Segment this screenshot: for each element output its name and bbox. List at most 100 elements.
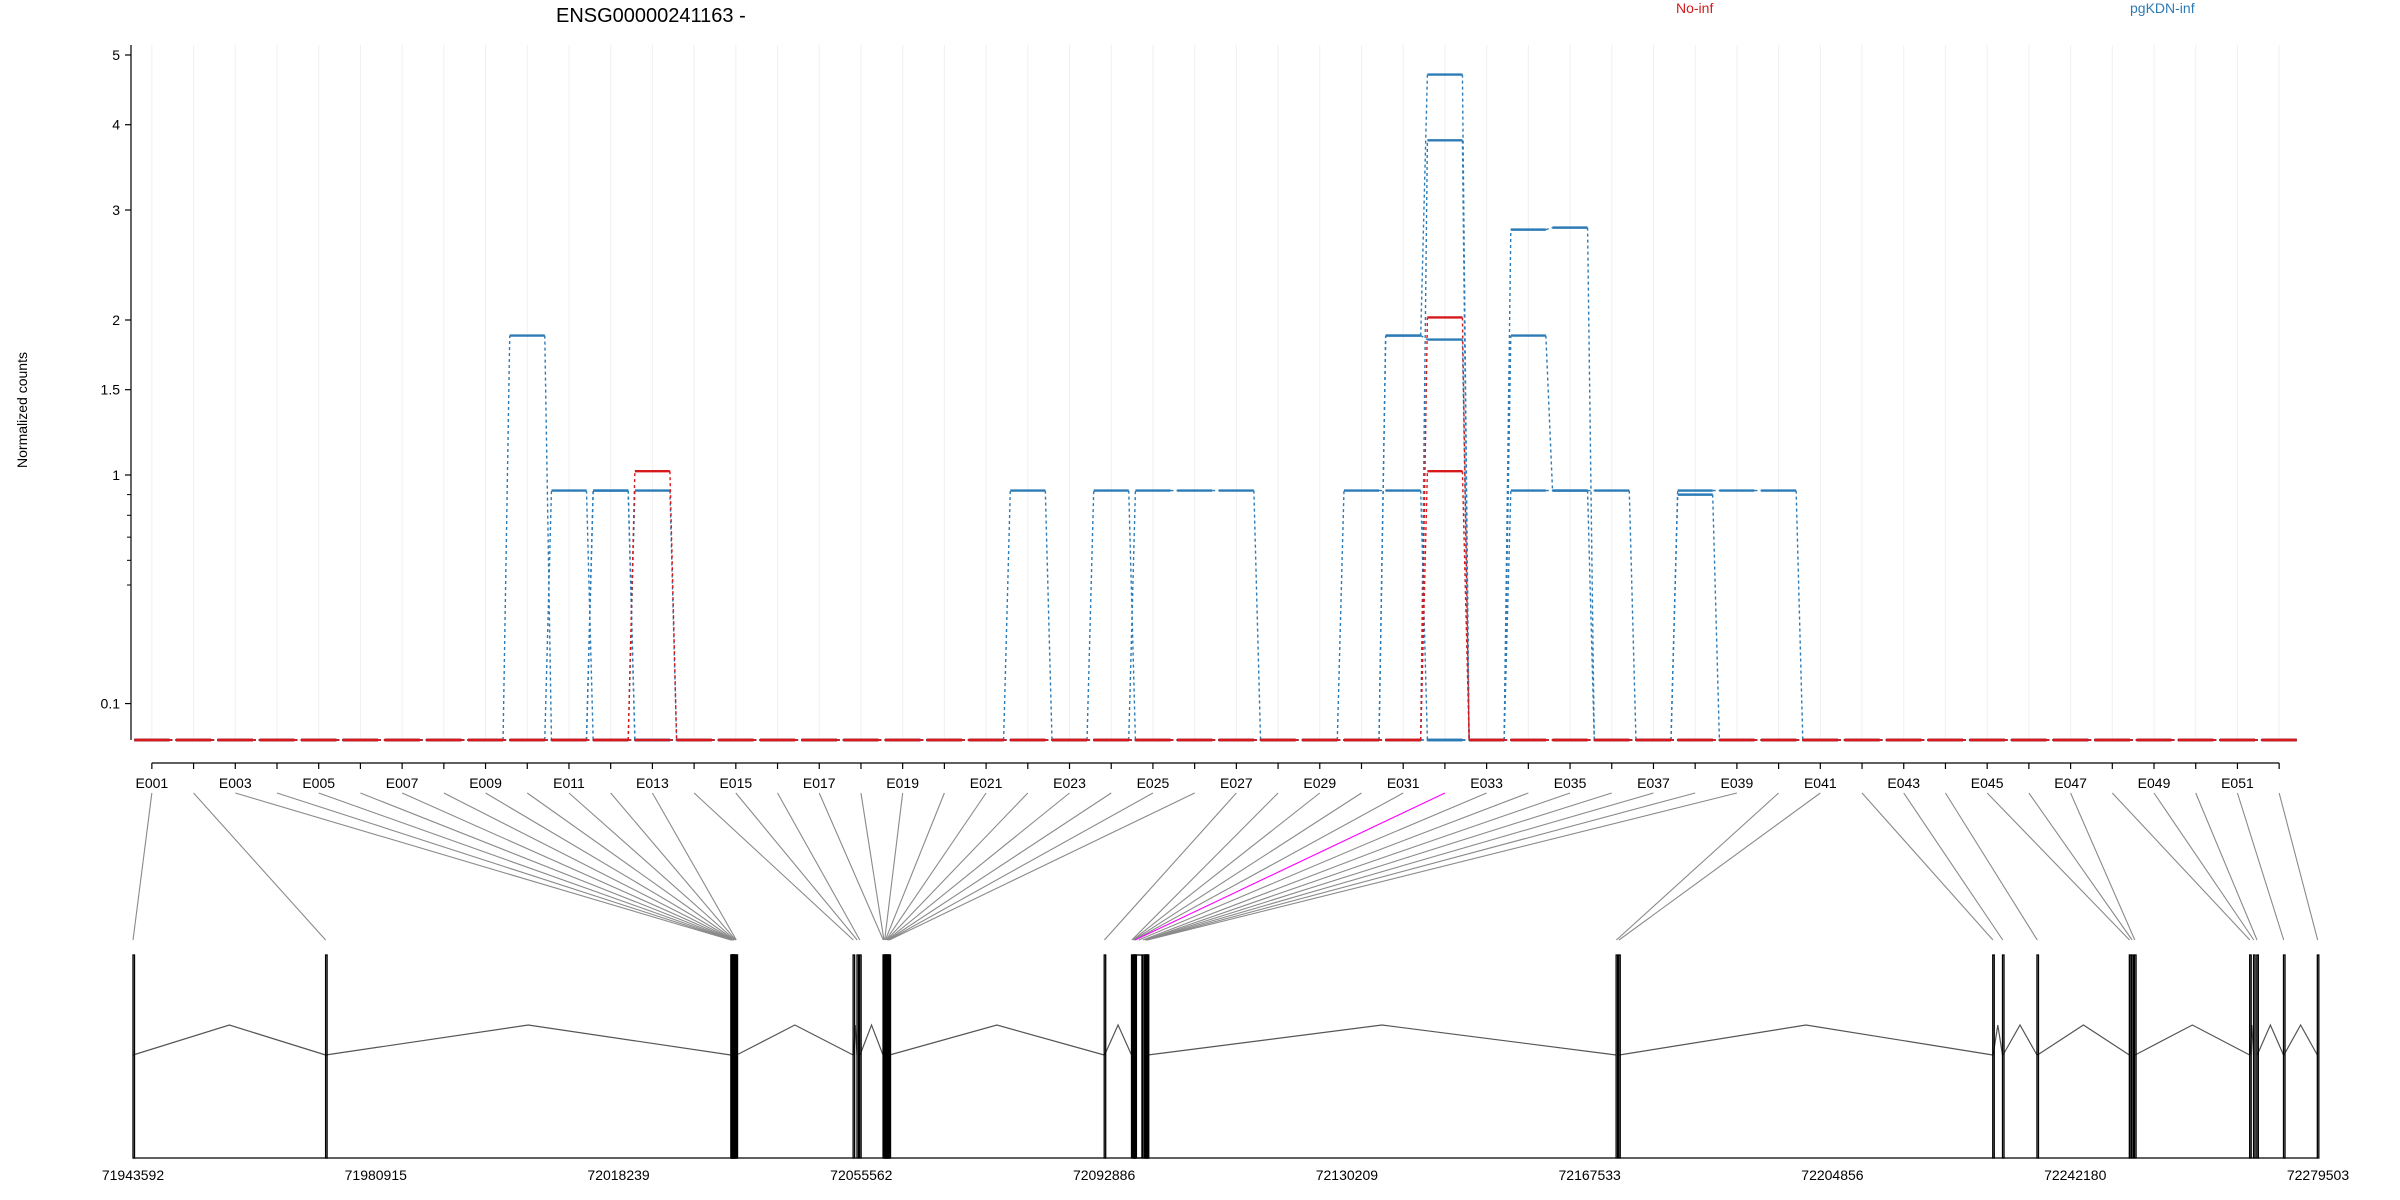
connector-line: [1134, 792, 1446, 941]
expression-connector: [1712, 494, 1721, 741]
expression-connector: [502, 335, 511, 741]
exon-tick-label: E045: [1971, 775, 2004, 791]
intron: [132, 1024, 326, 1056]
connector-line: [1903, 792, 2004, 941]
expression-connector: [1461, 471, 1470, 741]
connector-line: [886, 792, 1029, 941]
exon-box: [2001, 954, 2005, 1159]
exon-tick-label: E013: [636, 775, 669, 791]
exon-tick-label: E023: [1053, 775, 1086, 791]
expression-connector: [1586, 227, 1595, 741]
exon-box: [1618, 954, 1621, 1159]
connector-line: [1142, 792, 1529, 941]
chart-title: ENSG00000241163 -: [556, 5, 746, 27]
exon-tick-label: E001: [136, 775, 169, 791]
connector-line: [884, 792, 945, 941]
expression-connector: [1795, 490, 1804, 741]
series-no-inf: [134, 316, 2297, 742]
genomic-tick-label: 72018239: [587, 1167, 650, 1183]
exon-tick-label: E029: [1303, 775, 1336, 791]
genomic-tick-label: 71943592: [102, 1167, 165, 1183]
connector-line: [1146, 792, 1654, 941]
genomic-tick-label: 72279503: [2287, 1167, 2350, 1183]
connector-line: [651, 792, 737, 941]
exon-box: [852, 954, 856, 1159]
expression-connector: [1086, 490, 1095, 741]
exon-tick-label: E043: [1887, 775, 1920, 791]
connector-line: [1133, 792, 1362, 941]
exon-to-genome-connectors: [132, 792, 2319, 941]
expression-connector: [1420, 471, 1429, 741]
exon-box: [1103, 954, 1107, 1159]
exon-tick-label: E011: [553, 775, 585, 791]
connector-line: [318, 792, 732, 941]
exon-tick-label: E017: [803, 775, 836, 791]
exon-box: [2131, 954, 2135, 1159]
genomic-coordinate-axis: 71943592 71980915 72018239 72055562 72092886…: [102, 1157, 2350, 1183]
y-tick-label: 0.1: [101, 696, 121, 712]
connector-line: [884, 792, 904, 941]
expression-connector: [1545, 335, 1554, 491]
genomic-tick-label: 72167533: [1559, 1167, 1622, 1183]
y-tick-label: 4: [112, 117, 120, 133]
connector-line: [132, 792, 153, 941]
connector-line: [889, 792, 1195, 941]
connector-line: [1147, 792, 1738, 941]
y-tick-label: 5: [112, 47, 120, 63]
connector-line: [1131, 792, 1279, 941]
exon-tick-label: E049: [2138, 775, 2171, 791]
exon-tick-label: E051: [2221, 775, 2254, 791]
expression-connector: [1628, 490, 1637, 741]
connector-line: [526, 792, 735, 941]
exon-box: [858, 954, 862, 1159]
connector-line: [1146, 792, 1696, 941]
genomic-tick-label: 71980915: [345, 1167, 408, 1183]
expression-connector: [1253, 490, 1262, 741]
connector-line: [2153, 792, 2255, 941]
legend-entry-no-inf: No-inf: [1676, 0, 1713, 16]
exon-tick-label: E047: [2054, 775, 2087, 791]
intron: [1147, 1024, 1617, 1056]
connector-line: [2278, 792, 2319, 941]
expression-connector: [1420, 317, 1429, 741]
connector-line: [276, 792, 732, 941]
exon-gridlines: [151, 45, 2280, 740]
exon-tick-label: E039: [1721, 775, 1754, 791]
intron: [736, 1024, 854, 1056]
expression-connector: [1336, 490, 1345, 741]
connector-line: [2070, 792, 2136, 941]
exon-box: [2252, 954, 2256, 1159]
exon-box: [1615, 954, 1619, 1159]
intron: [2134, 1024, 2250, 1056]
expression-connector: [1420, 140, 1429, 741]
exon-tick-label: E025: [1137, 775, 1170, 791]
connector-line: [401, 792, 733, 941]
exon-box: [2316, 954, 2320, 1159]
intron: [889, 1024, 1105, 1056]
connector-line: [1986, 792, 2130, 941]
expression-connector: [1545, 226, 1553, 231]
connector-line: [886, 792, 1070, 941]
y-tick-label: 3: [112, 202, 120, 218]
intron: [1619, 1024, 1993, 1056]
connector-line: [693, 792, 854, 941]
expression-connector: [1670, 494, 1679, 741]
connector-line: [1145, 792, 1612, 941]
connector-line: [1944, 792, 2038, 941]
exon-box: [324, 954, 328, 1159]
connector-line: [860, 792, 885, 941]
expression-connector: [627, 471, 636, 741]
connector-line: [1861, 792, 1994, 941]
connector-line: [2028, 792, 2133, 941]
exon-tick-label: E009: [469, 775, 502, 791]
expression-connector: [1420, 335, 1428, 341]
expression-connector: [1378, 335, 1387, 741]
expression-connector: [1420, 74, 1429, 336]
exon-tick-label: E015: [719, 775, 752, 791]
expression-connector: [1044, 490, 1053, 741]
connector-line: [193, 792, 327, 941]
connector-line: [443, 792, 734, 941]
connector-line: [888, 792, 1154, 941]
connector-line: [887, 792, 1112, 941]
intron: [2037, 1024, 2130, 1056]
